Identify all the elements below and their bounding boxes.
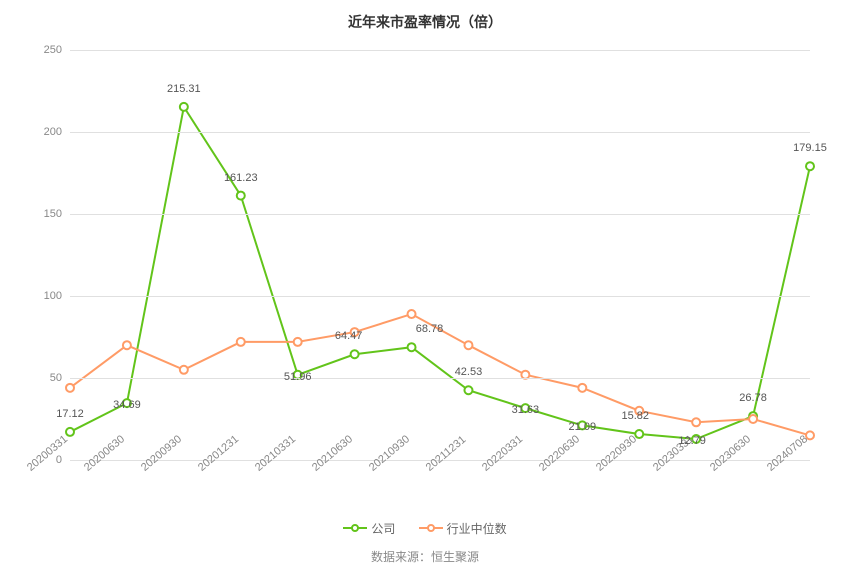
data-marker — [237, 192, 245, 200]
chart-legend: 公司 行业中位数 — [0, 520, 850, 538]
data-label: 179.15 — [793, 142, 827, 160]
data-marker — [66, 384, 74, 392]
data-label: 68.78 — [416, 323, 444, 341]
data-marker — [66, 428, 74, 436]
data-label: 34.69 — [113, 399, 141, 417]
grid-line — [70, 296, 810, 297]
legend-label: 行业中位数 — [447, 520, 507, 537]
data-label: 42.53 — [455, 366, 483, 384]
legend-item-company: 公司 — [343, 520, 395, 537]
legend-item-industry-median: 行业中位数 — [419, 520, 507, 537]
grid-line — [70, 132, 810, 133]
grid-line — [70, 214, 810, 215]
data-marker — [806, 162, 814, 170]
data-label: 17.12 — [56, 408, 84, 426]
legend-label: 公司 — [371, 520, 395, 537]
x-tick-label: 20200331 — [21, 429, 70, 474]
data-marker — [123, 341, 131, 349]
chart-title: 近年来市盈率情况（倍） — [0, 0, 850, 32]
data-source-note: 数据来源：恒生聚源 — [0, 548, 850, 565]
plot-area: 0501001502002502020033120200630202009302… — [70, 50, 810, 460]
data-label: 12.79 — [678, 435, 706, 453]
legend-swatch-industry-median — [419, 522, 443, 534]
data-marker — [692, 418, 700, 426]
pe-ratio-chart: 近年来市盈率情况（倍） 0501001502002502020033120200… — [0, 0, 850, 575]
legend-swatch-company — [343, 522, 367, 534]
data-marker — [464, 386, 472, 394]
y-tick-label: 150 — [30, 208, 70, 220]
y-tick-label: 250 — [30, 44, 70, 56]
data-marker — [464, 341, 472, 349]
data-label: 51.96 — [284, 371, 312, 389]
chart-lines-svg — [70, 50, 810, 460]
data-marker — [749, 415, 757, 423]
data-label: 26.78 — [739, 392, 767, 410]
data-marker — [408, 310, 416, 318]
data-label: 64.47 — [335, 330, 363, 348]
data-marker — [635, 430, 643, 438]
data-marker — [294, 338, 302, 346]
data-marker — [408, 343, 416, 351]
data-label: 161.23 — [224, 172, 258, 190]
data-marker — [578, 384, 586, 392]
y-tick-label: 50 — [30, 372, 70, 384]
data-marker — [180, 103, 188, 111]
data-label: 31.63 — [512, 404, 540, 422]
data-marker — [351, 350, 359, 358]
data-marker — [180, 366, 188, 374]
y-tick-label: 200 — [30, 126, 70, 138]
data-label: 215.31 — [167, 83, 201, 101]
data-label: 15.82 — [621, 410, 649, 428]
series-line — [70, 107, 810, 439]
data-marker — [237, 338, 245, 346]
data-label: 21.09 — [569, 421, 597, 439]
y-tick-label: 100 — [30, 290, 70, 302]
grid-line — [70, 50, 810, 51]
grid-line — [70, 378, 810, 379]
